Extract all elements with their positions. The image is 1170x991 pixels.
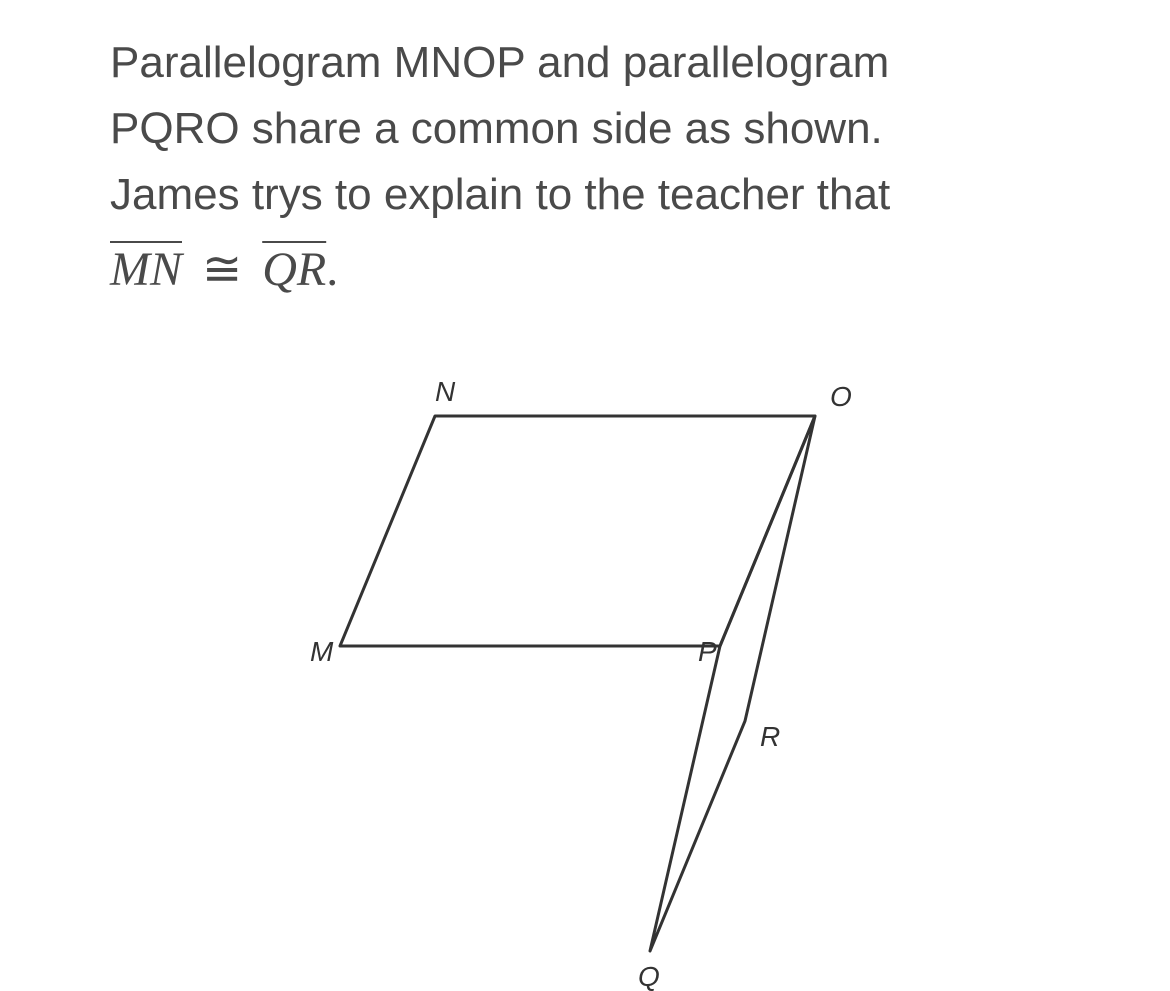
problem-line-1: Parallelogram MNOP and parallelogram <box>110 30 1060 96</box>
polygon-mnop <box>340 416 815 646</box>
problem-text: Parallelogram MNOP and parallelogram PQR… <box>110 30 1060 306</box>
vertex-label-r: R <box>760 721 780 752</box>
segment-mn: MN <box>110 243 182 296</box>
math-expression: MN ≅ QR. <box>110 234 1060 306</box>
problem-line-3: James trys to explain to the teacher tha… <box>110 162 1060 228</box>
segment-qr: QR <box>262 243 326 296</box>
problem-line-2: PQRO share a common side as shown. <box>110 96 1060 162</box>
vertex-label-n: N <box>435 376 456 407</box>
math-period: . <box>326 243 338 296</box>
vertex-label-p: P <box>698 636 717 667</box>
parallelogram-diagram: M N O P Q R <box>280 351 890 991</box>
congruent-symbol: ≅ <box>194 243 250 296</box>
vertex-label-q: Q <box>638 961 660 991</box>
vertex-label-o: O <box>830 381 852 412</box>
vertex-label-m: M <box>310 636 334 667</box>
diagram-container: M N O P Q R <box>110 351 1060 991</box>
polygon-porq <box>650 416 815 951</box>
